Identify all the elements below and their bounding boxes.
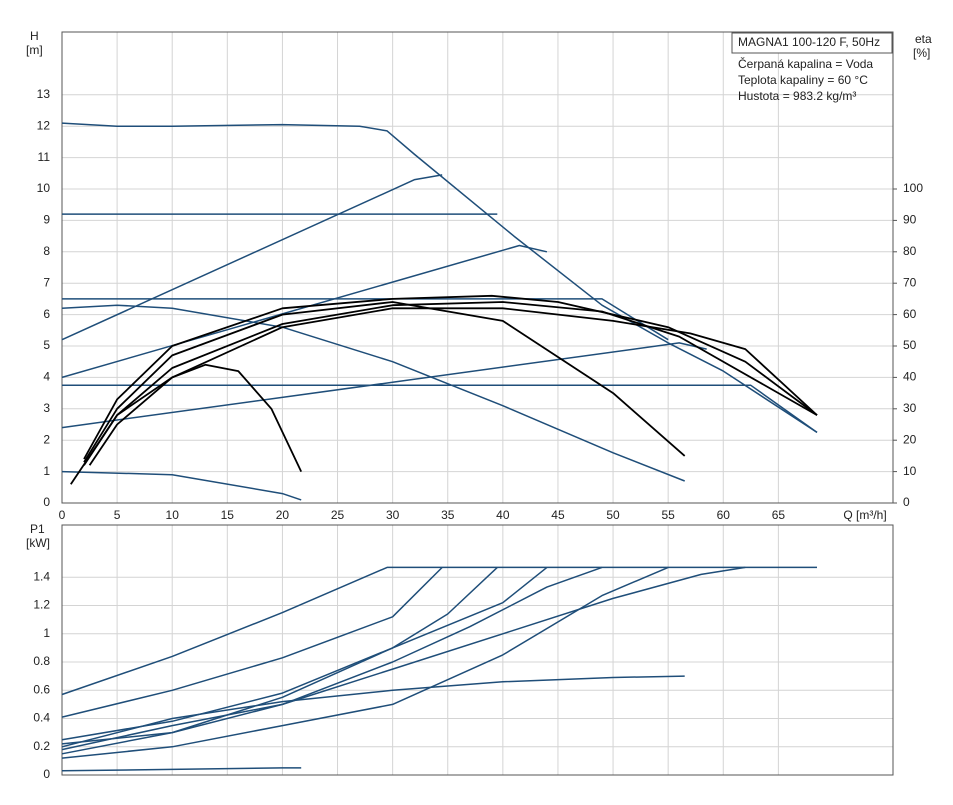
y-tick-label: 0 <box>43 495 50 509</box>
y-tick-label: 9 <box>43 213 50 227</box>
y-axis-unit: [kW] <box>26 536 50 550</box>
y-tick-label: 2 <box>43 432 50 446</box>
y2-axis-label: eta <box>915 32 932 46</box>
x-tick-label: 55 <box>661 508 675 522</box>
curve <box>61 566 498 745</box>
x-tick-label: 60 <box>717 508 731 522</box>
y-axis-label: P1 <box>30 522 45 536</box>
y2-tick-label: 80 <box>903 244 917 258</box>
x-tick-label: 65 <box>772 508 786 522</box>
curve <box>61 566 669 759</box>
y2-tick-label: 60 <box>903 307 917 321</box>
y-tick-label: 4 <box>43 370 50 384</box>
y2-tick-label: 10 <box>903 464 917 478</box>
curve <box>61 566 817 696</box>
y-tick-label: 7 <box>43 275 50 289</box>
info-line: Teplota kapaliny = 60 °C <box>738 73 868 87</box>
y-axis-unit: [m] <box>26 43 43 57</box>
curve <box>61 566 746 751</box>
curve <box>62 384 818 434</box>
curve <box>61 122 818 434</box>
y-tick-label: 8 <box>43 244 50 258</box>
x-tick-label: 15 <box>221 508 235 522</box>
x-tick-label: 5 <box>114 508 121 522</box>
curve <box>61 304 685 482</box>
curve <box>61 470 302 501</box>
curve <box>61 675 685 748</box>
x-tick-label: 20 <box>276 508 290 522</box>
y-tick-label: 12 <box>37 118 51 132</box>
curve <box>83 301 686 463</box>
y-tick-label: 5 <box>43 338 50 352</box>
y-tick-label: 1.2 <box>33 598 50 612</box>
y-tick-label: 3 <box>43 401 50 415</box>
x-tick-label: 35 <box>441 508 455 522</box>
y-tick-label: 10 <box>37 181 51 195</box>
x-tick-label: 30 <box>386 508 400 522</box>
y2-tick-label: 70 <box>903 275 917 289</box>
info-header-box <box>731 32 893 54</box>
x-axis-label: Q [m³/h] <box>843 508 886 522</box>
y-tick-label: 1.4 <box>33 569 50 583</box>
x-tick-label: 10 <box>166 508 180 522</box>
y-tick-label: 1 <box>43 626 50 640</box>
y-tick-label: 6 <box>43 307 50 321</box>
curve <box>83 294 818 460</box>
plot-frame <box>61 524 894 776</box>
y2-tick-label: 50 <box>903 338 917 352</box>
y-tick-label: 0.6 <box>33 682 50 696</box>
x-tick-label: 50 <box>606 508 620 522</box>
y2-tick-label: 0 <box>903 495 910 509</box>
y-tick-label: 0 <box>43 767 50 781</box>
curve <box>61 244 548 379</box>
curve <box>61 566 443 718</box>
y-tick-label: 0.8 <box>33 654 50 668</box>
y2-tick-label: 90 <box>903 213 917 227</box>
curve <box>61 174 443 341</box>
y-tick-label: 0.4 <box>33 711 50 725</box>
y2-axis-unit: [%] <box>913 46 930 60</box>
y-axis-label: H <box>30 29 39 43</box>
info-title: MAGNA1 100-120 F, 50Hz <box>738 35 880 49</box>
curve <box>61 767 302 772</box>
curve <box>61 566 548 741</box>
y-tick-label: 13 <box>37 87 51 101</box>
x-tick-label: 0 <box>59 508 66 522</box>
y2-tick-label: 30 <box>903 401 917 415</box>
y2-tick-label: 100 <box>903 181 923 195</box>
plot-frame <box>61 31 894 504</box>
y-tick-label: 0.2 <box>33 739 50 753</box>
curve <box>88 307 818 466</box>
y2-tick-label: 40 <box>903 370 917 384</box>
y-tick-label: 11 <box>38 150 51 164</box>
x-tick-label: 25 <box>331 508 345 522</box>
y-tick-label: 1 <box>43 464 50 478</box>
plot-area <box>62 32 893 503</box>
info-line: Čerpaná kapalina = Voda <box>738 56 873 71</box>
y2-tick-label: 20 <box>903 432 917 446</box>
x-tick-label: 40 <box>496 508 510 522</box>
info-line: Hustota = 983.2 kg/m³ <box>738 89 856 103</box>
x-tick-label: 45 <box>551 508 565 522</box>
